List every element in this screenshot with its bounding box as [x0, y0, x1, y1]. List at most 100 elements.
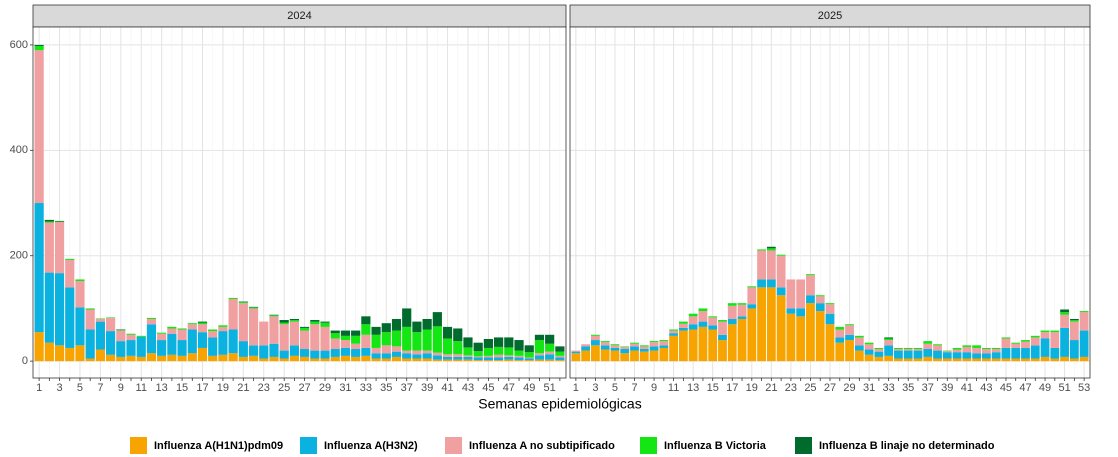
bar-segment — [903, 350, 913, 359]
bar-segment — [942, 358, 952, 362]
bar-segment — [320, 321, 330, 323]
bar-segment — [208, 355, 218, 362]
bar-segment — [238, 303, 248, 342]
bar-segment — [34, 332, 44, 362]
bar-segment — [923, 356, 933, 362]
bar-segment — [34, 203, 44, 333]
bar-segment — [310, 324, 320, 351]
bar-segment — [737, 318, 747, 362]
bar-segment — [747, 286, 757, 288]
bar-segment — [923, 349, 933, 357]
bar-segment — [442, 354, 453, 357]
bar-segment — [351, 349, 361, 357]
bar-segment — [639, 351, 649, 362]
bar-segment — [259, 345, 269, 359]
bar-segment — [95, 318, 105, 319]
bar-segment — [757, 250, 766, 280]
bar-segment — [835, 326, 845, 330]
bar-segment — [371, 326, 381, 335]
bar-segment — [167, 354, 177, 362]
x-tick-label: 35 — [380, 382, 392, 394]
bar-segment — [157, 340, 167, 356]
bar-segment — [649, 346, 659, 351]
bar-segment — [610, 350, 620, 362]
bar-segment — [796, 316, 806, 362]
bar-segment — [825, 313, 835, 325]
x-tick-label: 29 — [843, 382, 855, 394]
x-tick-label: 23 — [258, 382, 270, 394]
bar-segment — [835, 329, 845, 338]
legend-label: Influenza A no subtipificado — [469, 440, 615, 452]
bar-segment — [981, 353, 991, 359]
bar-segment — [1069, 321, 1079, 341]
bar-segment — [727, 305, 737, 319]
bar-segment — [894, 349, 903, 351]
bar-segment — [279, 324, 289, 351]
bar-segment — [981, 347, 991, 350]
bar-segment — [85, 308, 95, 310]
bar-segment — [678, 327, 688, 331]
bar-segment — [1011, 343, 1021, 348]
bar-segment — [962, 345, 972, 347]
bar-segment — [913, 349, 923, 351]
bar-segment — [825, 324, 835, 362]
bar-segment — [591, 340, 600, 346]
bar-segment — [913, 350, 923, 359]
bar-segment — [473, 357, 483, 361]
bar-segment — [146, 317, 157, 319]
bar-segment — [187, 353, 197, 362]
bar-segment — [591, 335, 600, 341]
bar-segment — [34, 50, 44, 204]
bar-segment — [85, 329, 95, 359]
bar-segment — [381, 323, 391, 333]
bar-segment — [208, 331, 218, 338]
bar-segment — [402, 308, 412, 327]
bar-segment — [422, 318, 432, 330]
bar-segment — [167, 328, 177, 334]
bar-segment — [402, 358, 412, 362]
bar-segment — [402, 353, 412, 359]
bar-segment — [116, 330, 126, 331]
y-tick-label: 200 — [10, 250, 28, 262]
bar-segment — [600, 341, 610, 343]
bar-segment — [962, 352, 972, 359]
x-tick-label: 41 — [441, 382, 453, 394]
bar-segment — [600, 349, 610, 362]
x-tick-label: 15 — [176, 382, 188, 394]
bar-segment — [106, 354, 116, 362]
bar-segment — [248, 355, 259, 362]
bar-segment — [766, 279, 776, 288]
bar-segment — [1011, 358, 1021, 362]
facet-title: 2024 — [287, 10, 311, 22]
bar-segment — [463, 337, 473, 348]
bar-segment — [177, 329, 187, 341]
bar-segment — [639, 345, 649, 347]
bar-segment — [737, 303, 747, 305]
bar-segment — [340, 335, 351, 341]
bar-segment — [524, 358, 534, 361]
bar-segment — [884, 338, 894, 341]
bar-segment — [340, 330, 351, 336]
bar-segment — [136, 336, 146, 357]
bar-segment — [197, 322, 208, 325]
bar-segment — [116, 330, 126, 342]
bar-segment — [504, 337, 514, 348]
bar-segment — [845, 334, 854, 341]
legend-label: Influenza B linaje no determinado — [819, 440, 995, 452]
bar-segment — [391, 351, 402, 357]
bar-segment — [248, 345, 259, 356]
bar-segment — [269, 315, 279, 317]
bar-segment — [34, 44, 44, 46]
x-tick-label: 21 — [765, 382, 777, 394]
bar-segment — [688, 313, 698, 317]
bar-segment — [864, 349, 874, 355]
bar-segment — [65, 258, 75, 260]
bar-segment — [248, 306, 259, 308]
bar-segment — [991, 347, 1001, 350]
bar-segment — [678, 321, 688, 324]
bar-segment — [340, 355, 351, 362]
bar-segment — [1001, 347, 1011, 359]
bar-segment — [95, 349, 105, 362]
bar-segment — [1060, 312, 1069, 315]
bar-segment — [913, 358, 923, 362]
